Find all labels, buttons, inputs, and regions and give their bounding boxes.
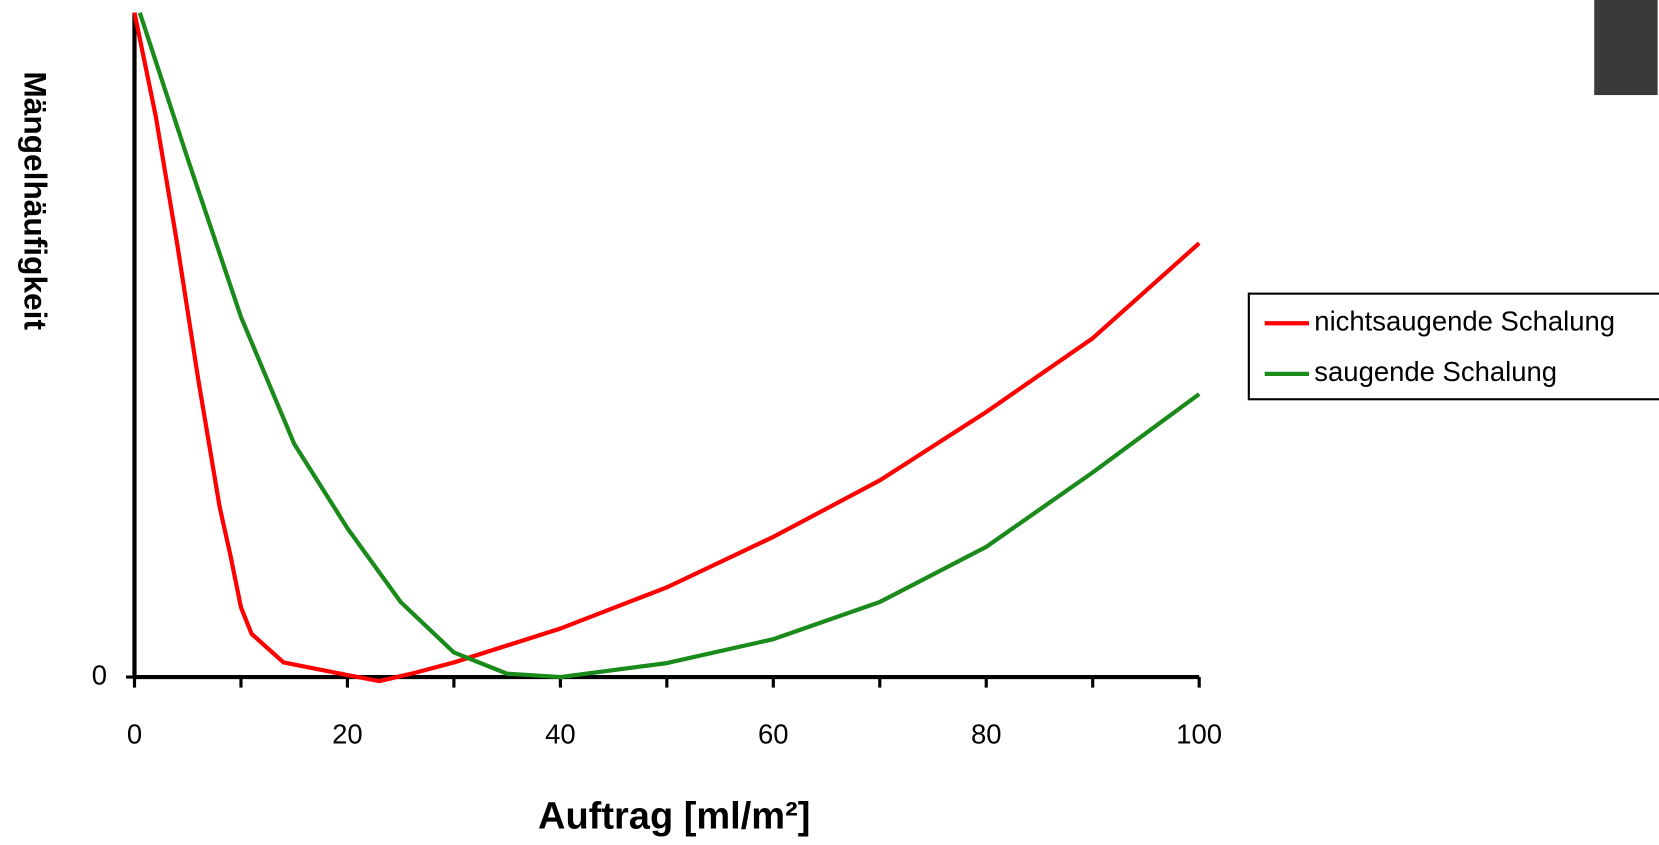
x-tick-label: 20 <box>332 718 363 749</box>
photo-fragment <box>1594 0 1658 96</box>
x-tick-label: 60 <box>758 718 789 749</box>
series-line <box>132 12 1201 684</box>
x-tick-label: 40 <box>545 718 576 749</box>
x-tick-label: 80 <box>971 718 1002 749</box>
legend-label: saugende Schalung <box>1314 356 1557 387</box>
legend-label: nichtsaugende Schalung <box>1314 305 1615 336</box>
y-tick-label: 0 <box>92 659 107 690</box>
x-tick-label: 100 <box>1176 718 1222 749</box>
x-tick-label: 0 <box>127 718 142 749</box>
series-line <box>137 12 1201 680</box>
y-axis-title: Mängelhäufigkeit <box>18 71 54 330</box>
x-axis-title: Auftrag [ml/m²] <box>538 796 810 838</box>
legend-box <box>1247 292 1659 401</box>
